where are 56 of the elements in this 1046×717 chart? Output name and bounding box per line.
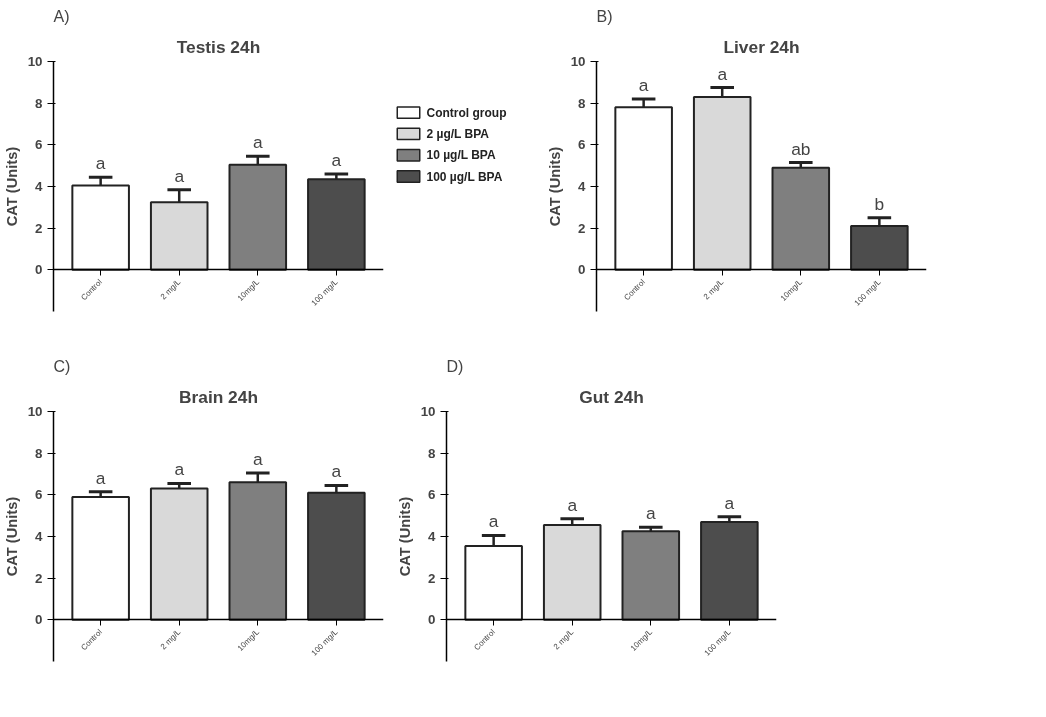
- legend-label: 10 µg/L BPA: [426, 148, 496, 163]
- annotation: a: [724, 492, 735, 513]
- annotation: a: [645, 503, 656, 524]
- y-axis-title: CAT (Units): [3, 496, 20, 577]
- y-tick-label: 10: [570, 54, 586, 69]
- y-tick-label: 4: [35, 529, 44, 544]
- y-tick-label: 2: [35, 570, 43, 586]
- y-tick-label: 10: [420, 404, 436, 419]
- y-tick-label: 0: [578, 262, 586, 278]
- legend-label: 100 µg/L BPA: [426, 169, 503, 184]
- chart-title: Liver 24h: [723, 36, 800, 57]
- y-tick-label: 2: [578, 220, 586, 236]
- y-tick-label: 8: [428, 445, 436, 461]
- y-tick-label: 2: [428, 570, 436, 586]
- annotation: a: [331, 150, 342, 170]
- y-axis-title: CAT (Units): [546, 146, 563, 227]
- chart-title: Gut 24h: [579, 386, 644, 407]
- legend-label: 2 µg/L BPA: [426, 126, 490, 141]
- annotation: a: [717, 63, 728, 84]
- y-axis-title: CAT (Units): [3, 146, 20, 227]
- y-tick-label: 0: [35, 612, 43, 628]
- y-tick-label: 4: [578, 179, 587, 194]
- y-tick-label: 2: [35, 220, 43, 236]
- y-axis-title: CAT (Units): [396, 496, 413, 577]
- y-tick-label: 0: [35, 262, 43, 278]
- text: A): [53, 7, 70, 25]
- y-tick-label: 4: [35, 179, 44, 194]
- annotation: a: [638, 75, 649, 95]
- annotation: a: [331, 461, 342, 482]
- y-tick-label: 6: [35, 487, 43, 503]
- annotation: a: [95, 467, 106, 488]
- annotation: a: [174, 459, 185, 480]
- y-tick-label: 6: [578, 137, 586, 153]
- y-tick-label: 4: [428, 529, 437, 544]
- annotation: a: [567, 494, 578, 515]
- text: D): [446, 357, 464, 375]
- chart-title: Testis 24h: [176, 36, 261, 57]
- y-tick-label: 8: [35, 445, 43, 461]
- annotation: a: [252, 448, 263, 469]
- annotation: a: [174, 165, 185, 186]
- annotation: a: [95, 153, 106, 174]
- y-tick-label: 6: [428, 487, 436, 503]
- text: C): [53, 357, 71, 375]
- annotation: a: [252, 132, 263, 153]
- y-tick-label: 8: [578, 95, 586, 111]
- annotation: ab: [791, 138, 811, 159]
- text: B): [596, 7, 613, 25]
- y-tick-label: 10: [27, 54, 43, 69]
- y-tick-label: 8: [35, 95, 43, 111]
- y-tick-label: 0: [428, 612, 436, 628]
- annotation: b: [874, 193, 885, 214]
- y-tick-label: 10: [27, 404, 43, 419]
- chart-title: Brain 24h: [179, 386, 258, 407]
- annotation: a: [488, 511, 499, 532]
- legend-label: Control group: [426, 105, 507, 120]
- y-tick-label: 6: [35, 137, 43, 153]
